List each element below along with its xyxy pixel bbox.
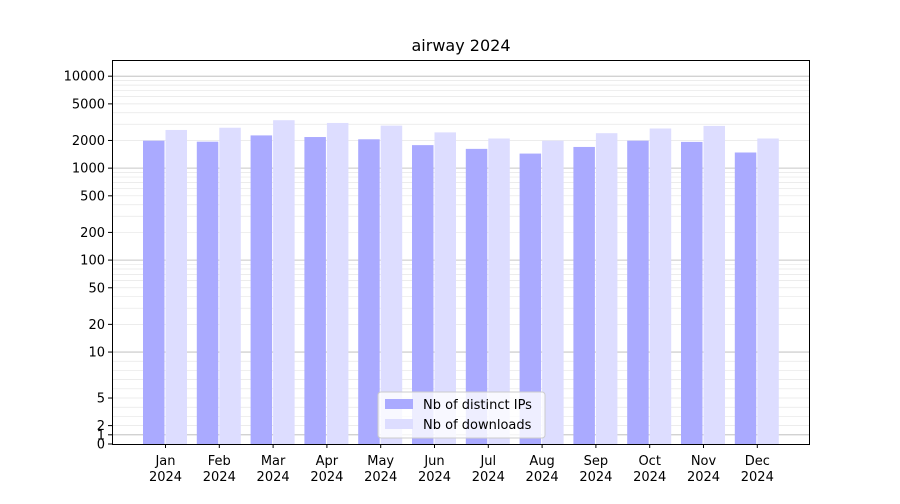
x-tick-label: Feb 2024 <box>203 454 236 485</box>
bars <box>143 120 779 445</box>
bar-distinct-ips <box>358 139 380 444</box>
x-tick-label: Mar 2024 <box>257 454 290 485</box>
bar-downloads <box>165 129 187 444</box>
bar-distinct-ips <box>519 153 542 444</box>
bar-distinct-ips <box>250 135 273 444</box>
y-axis: 012 5 10 20 50 100 200 500 1000 2000 5000 10000 <box>64 70 112 453</box>
bar-distinct-ips <box>734 152 757 445</box>
bar-downloads <box>326 122 349 444</box>
bar-distinct-ips <box>573 146 595 444</box>
legend-label: Nb of downloads <box>423 418 532 433</box>
y-tick-label: 0 <box>97 438 105 453</box>
legend-swatch <box>385 419 413 429</box>
bar-distinct-ips <box>143 140 165 444</box>
x-tick-label: May 2024 <box>364 454 397 485</box>
bar-downloads <box>595 133 618 444</box>
y-tick-label: 200 <box>80 226 105 241</box>
x-tick-label: Dec 2024 <box>741 454 774 485</box>
y-tick-label: 20 <box>88 318 105 333</box>
bar-distinct-ips <box>196 141 219 445</box>
x-axis: Jan 2024 Feb 2024 Mar 2024 Apr 2024 May 2024 Jun 20… <box>149 444 774 485</box>
y-tick-label: 1000 <box>72 162 105 177</box>
x-tick-label: Apr 2024 <box>310 454 343 485</box>
y-tick-label: 10000 <box>64 70 105 85</box>
y-tick-label: 100 <box>80 254 105 269</box>
bar-distinct-ips <box>465 148 488 444</box>
y-tick-label: 50 <box>88 281 105 296</box>
plot-frame <box>112 60 810 445</box>
bar-distinct-ips <box>627 140 649 444</box>
bar-downloads <box>649 128 672 444</box>
legend-label: Nb of distinct IPs <box>423 398 532 413</box>
y-tick-label: 500 <box>80 189 105 204</box>
x-tick-label: Jan 2024 <box>149 454 182 485</box>
x-tick-label: Nov 2024 <box>687 454 720 485</box>
x-tick-label: Jul 2024 <box>472 454 505 485</box>
bar-downloads <box>219 127 241 445</box>
bar-downloads <box>542 140 564 444</box>
bar-downloads <box>757 138 779 444</box>
x-tick-label: Sep 2024 <box>579 454 612 485</box>
bar-downloads <box>703 125 725 445</box>
y-tick-label: 10 <box>88 346 105 361</box>
legend-swatch <box>385 399 413 409</box>
bar-downloads <box>488 138 510 444</box>
bar-downloads <box>273 120 295 444</box>
x-tick-label: Aug 2024 <box>526 454 559 485</box>
bar-distinct-ips <box>304 137 326 444</box>
legend: Nb of distinct IPs Nb of downloads <box>377 391 546 439</box>
legend-box <box>377 391 546 439</box>
bar-downloads <box>380 125 403 444</box>
y-tick-label: 1 <box>97 428 105 443</box>
y-tick-label: 2 <box>97 419 105 434</box>
y-tick-label: 5000 <box>72 97 105 112</box>
x-tick-label: Jun 2024 <box>418 454 451 485</box>
bar-downloads <box>434 132 456 444</box>
y-tick-label: 2000 <box>72 134 105 149</box>
x-tick-label: Oct 2024 <box>633 454 666 485</box>
y-tick-label: 5 <box>97 392 105 407</box>
chart-title: airway 2024 <box>412 36 511 55</box>
bar-distinct-ips <box>412 145 434 444</box>
bar-distinct-ips <box>681 141 703 444</box>
